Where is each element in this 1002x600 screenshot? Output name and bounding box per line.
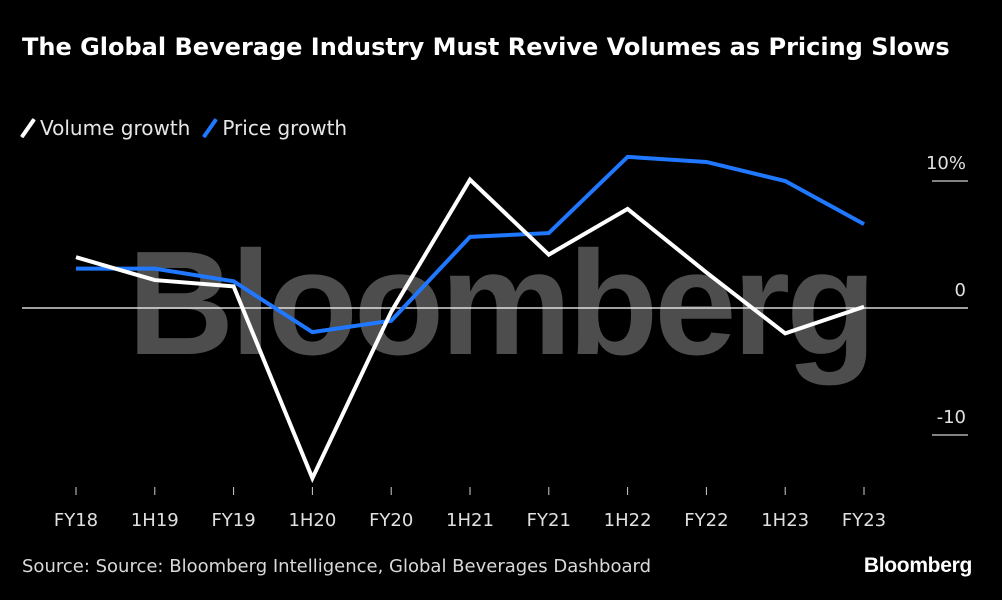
x-tick-label: 1H22 (604, 510, 652, 531)
y-axis: 10% 0 -10 (22, 153, 968, 436)
x-tick-label: FY20 (369, 510, 413, 531)
legend: Volume growth Price growth (22, 116, 361, 140)
legend-item-volume: Volume growth (22, 116, 190, 140)
legend-label-volume: Volume growth (40, 116, 191, 140)
x-tick-label: 1H21 (446, 510, 494, 531)
x-tick-label: FY22 (684, 510, 728, 531)
y-tick-label: -10 (937, 407, 966, 428)
legend-label-price: Price growth (222, 116, 348, 140)
x-axis: FY18 1H19 FY19 1H20 FY20 1H21 FY21 1H22 FY22 1H23… (54, 487, 886, 531)
bloomberg-logo: Bloomberg (863, 554, 972, 577)
x-tick-label: FY21 (527, 510, 571, 531)
x-tick-label: FY23 (842, 510, 886, 531)
series-group (75, 154, 865, 484)
x-tick-label: 1H23 (761, 510, 809, 531)
legend-item-price: Price growth (204, 116, 347, 140)
x-tick-label: FY19 (211, 510, 255, 531)
watermark: Bloomberg (127, 221, 872, 386)
y-tick-label: 10% (926, 153, 966, 174)
chart-title: The Global Beverage Industry Must Revive… (22, 33, 950, 61)
y-tick-label: 0 (955, 280, 966, 301)
source-note: Source: Source: Bloomberg Intelligence, … (22, 556, 652, 577)
x-tick-label: 1H19 (131, 510, 179, 531)
x-tick-label: FY18 (54, 510, 98, 531)
x-tick-label: 1H20 (288, 510, 336, 531)
